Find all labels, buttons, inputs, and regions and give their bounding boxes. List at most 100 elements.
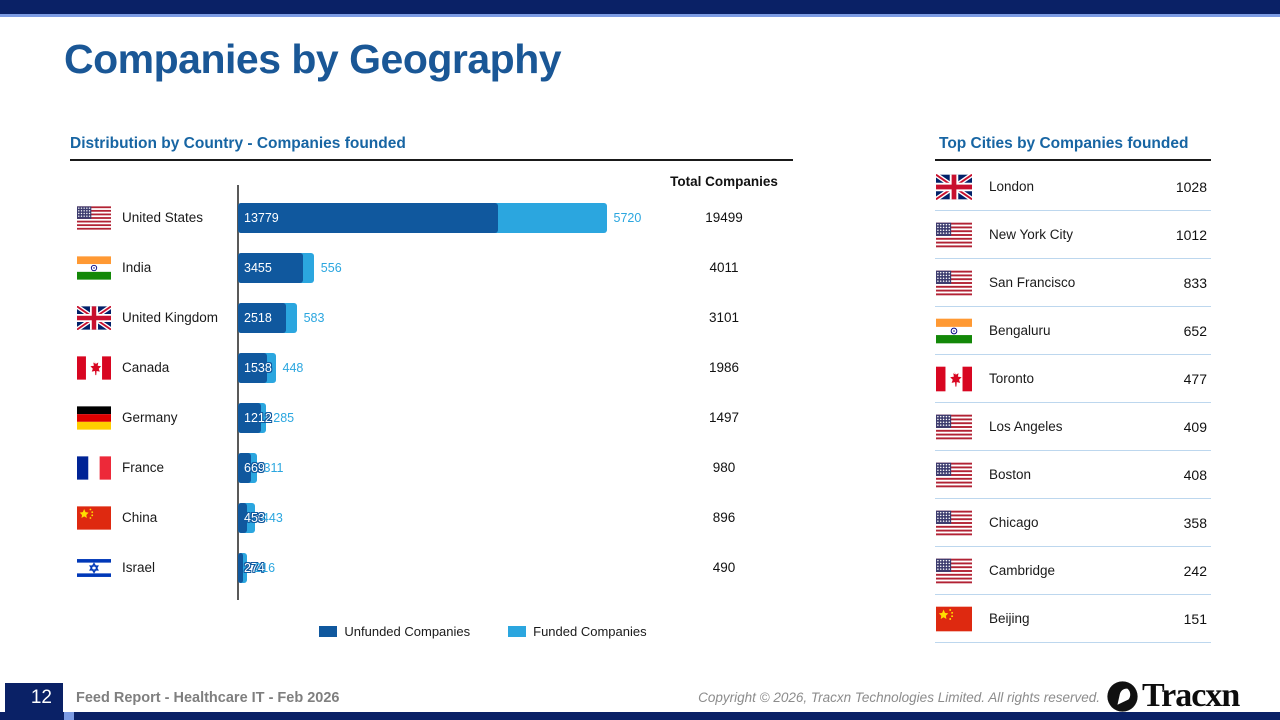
funded-value-label: 285 bbox=[273, 411, 295, 425]
chart-row: India 3455 556 4011 bbox=[70, 243, 793, 293]
unfunded-bar-segment bbox=[238, 403, 261, 433]
page-number-badge: 12 bbox=[5, 683, 63, 713]
flag-us-icon bbox=[77, 206, 111, 230]
total-companies-value: 896 bbox=[712, 510, 736, 525]
flag-in-icon bbox=[77, 256, 111, 280]
tracxn-logo: Tracxn bbox=[1106, 677, 1240, 714]
city-name: San Francisco bbox=[989, 275, 1076, 290]
city-row: Los Angeles 409 bbox=[935, 403, 1211, 451]
chart-title: Distribution by Country - Companies foun… bbox=[70, 135, 406, 152]
total-companies-value: 490 bbox=[712, 560, 736, 575]
funded-value-label: 216 bbox=[254, 561, 276, 575]
cities-title: Top Cities by Companies founded bbox=[939, 135, 1189, 152]
total-companies-value: 1497 bbox=[708, 410, 740, 425]
total-companies-value: 4011 bbox=[709, 260, 739, 275]
chart-row: France 669 311 980 bbox=[70, 443, 793, 493]
city-companies-value: 408 bbox=[1183, 466, 1207, 483]
country-chart-section: Distribution by Country - Companies foun… bbox=[70, 130, 793, 660]
flag-cn-icon bbox=[77, 506, 111, 530]
bottom-bar-accent bbox=[64, 712, 74, 720]
city-row: Toronto 477 bbox=[935, 355, 1211, 403]
city-row: Chicago 358 bbox=[935, 499, 1211, 547]
city-companies-value: 833 bbox=[1183, 274, 1207, 291]
city-name: Cambridge bbox=[989, 563, 1056, 578]
city-companies-value: 1028 bbox=[1175, 178, 1207, 195]
top-accent-line bbox=[0, 14, 1280, 17]
country-label: United States bbox=[122, 210, 204, 225]
funded-value-label: 311 bbox=[263, 461, 284, 475]
total-companies-value: 3101 bbox=[708, 310, 740, 325]
country-label: United Kingdom bbox=[122, 310, 219, 325]
city-companies-value: 151 bbox=[1183, 610, 1207, 627]
city-rows: London 1028 New York City 1012 San Francisco… bbox=[935, 163, 1211, 643]
city-companies-value: 1012 bbox=[1175, 226, 1207, 243]
unfunded-value-label: 669 bbox=[244, 461, 265, 475]
flag-us-icon bbox=[936, 510, 972, 536]
funded-bar-segment: 669 bbox=[238, 453, 265, 483]
funded-bar-segment: 274 bbox=[238, 553, 265, 583]
funded-bar-segment: 13779 bbox=[238, 203, 607, 233]
unfunded-value-label: 13779 bbox=[244, 211, 279, 225]
funded-bar-segment: 2518 bbox=[238, 303, 297, 333]
chart-legend: Unfunded Companies Funded Companies bbox=[237, 624, 729, 639]
chart-axis-line bbox=[237, 185, 239, 600]
total-companies-header: Total Companies bbox=[670, 174, 778, 189]
funded-value-label: 448 bbox=[282, 361, 304, 375]
country-label: Canada bbox=[122, 360, 170, 375]
tracxn-logo-text: Tracxn bbox=[1142, 677, 1240, 714]
flag-ca-icon bbox=[936, 366, 972, 392]
city-name: Bengaluru bbox=[989, 323, 1051, 338]
flag-us-icon bbox=[936, 270, 972, 296]
chart-row: United States 13779 5720 19499 bbox=[70, 193, 793, 243]
flag-de-icon bbox=[77, 406, 111, 430]
flag-us-icon bbox=[936, 558, 972, 584]
city-name: Boston bbox=[989, 467, 1032, 482]
flag-us-icon bbox=[936, 462, 972, 488]
country-label: France bbox=[122, 460, 165, 475]
page-title: Companies by Geography bbox=[64, 36, 562, 82]
funded-bar-segment: 1212 bbox=[238, 403, 272, 433]
legend-swatch-icon bbox=[319, 626, 338, 637]
unfunded-bar-segment bbox=[238, 303, 286, 333]
tracxn-logo-icon bbox=[1106, 680, 1139, 713]
city-companies-value: 358 bbox=[1183, 514, 1207, 531]
unfunded-bar-segment bbox=[238, 503, 247, 533]
city-name: Chicago bbox=[989, 515, 1039, 530]
city-row: London 1028 bbox=[935, 163, 1211, 211]
footer-report-title: Feed Report - Healthcare IT - Feb 2026 bbox=[76, 690, 340, 706]
city-row: Beijing 151 bbox=[935, 595, 1211, 643]
unfunded-bar-segment bbox=[238, 553, 244, 583]
city-companies-value: 409 bbox=[1183, 418, 1207, 435]
city-companies-value: 477 bbox=[1183, 370, 1207, 387]
unfunded-bar-segment bbox=[238, 453, 251, 483]
unfunded-bar-segment bbox=[238, 253, 304, 283]
chart-row: United Kingdom 2518 583 3101 bbox=[70, 293, 793, 343]
funded-value-label: 556 bbox=[320, 261, 342, 275]
city-row: Cambridge 242 bbox=[935, 547, 1211, 595]
chart-title-rule bbox=[70, 159, 793, 161]
flag-fr-icon bbox=[77, 456, 111, 480]
bottom-navy-bar bbox=[0, 712, 1280, 720]
unfunded-value-label: 3455 bbox=[244, 261, 272, 275]
flag-gb-icon bbox=[77, 306, 111, 330]
funded-bar-segment: 453 bbox=[238, 503, 265, 533]
country-label: China bbox=[122, 510, 158, 525]
chart-row: Germany 1212 285 1497 bbox=[70, 393, 793, 443]
chart-row: China 453 443 896 bbox=[70, 493, 793, 543]
unfunded-value-label: 2518 bbox=[244, 311, 272, 325]
unfunded-value-label: 453 bbox=[244, 511, 265, 525]
city-row: San Francisco 833 bbox=[935, 259, 1211, 307]
unfunded-value-label: 274 bbox=[244, 561, 265, 575]
city-companies-value: 242 bbox=[1183, 562, 1207, 579]
flag-il-icon bbox=[77, 556, 111, 580]
funded-bar-segment: 3455 bbox=[238, 253, 314, 283]
footer-copyright: Copyright © 2026, Tracxn Technologies Li… bbox=[698, 690, 1100, 705]
top-navy-bar bbox=[0, 0, 1280, 14]
legend-item: Unfunded Companies bbox=[319, 624, 470, 639]
city-name: Beijing bbox=[989, 611, 1030, 626]
flag-us-icon bbox=[936, 222, 972, 248]
total-companies-value: 19499 bbox=[705, 210, 743, 225]
legend-label: Funded Companies bbox=[533, 624, 647, 639]
flag-in-icon bbox=[936, 318, 972, 344]
city-companies-value: 652 bbox=[1183, 322, 1207, 339]
